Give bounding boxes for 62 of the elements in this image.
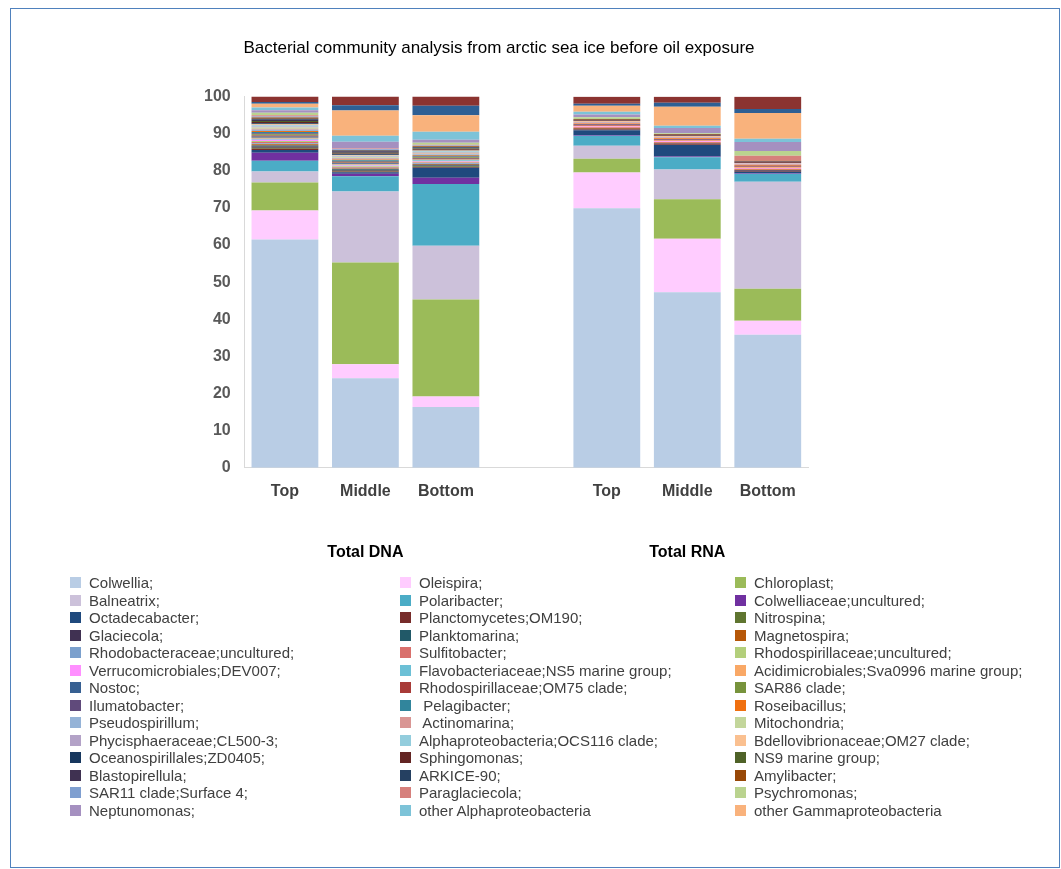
y-tick-label: 20 xyxy=(212,383,231,401)
y-tick-label: 10 xyxy=(212,421,231,439)
legend-label: Nostoc; xyxy=(89,679,140,697)
legend-label: Balneatrix; xyxy=(89,591,160,609)
legend-label: Paraglaciecola; xyxy=(419,784,522,802)
legend-label: Nitrospina; xyxy=(754,609,826,627)
y-tick-label: 50 xyxy=(212,272,231,290)
legend-label: other Alphaproteobacteria xyxy=(419,801,591,819)
legend-label: NS9 marine group; xyxy=(754,749,880,767)
x-tick-label: Top xyxy=(270,481,300,499)
legend-label: Flavobacteriaceae;NS5 marine group; xyxy=(419,661,672,679)
legend-label: Mitochondria; xyxy=(754,714,845,732)
x-tick-label: Middle xyxy=(661,481,713,499)
y-tick-label: 60 xyxy=(212,235,231,253)
y-tick-label: 80 xyxy=(212,161,231,179)
legend-label: SAR86 clade; xyxy=(754,679,846,697)
text: Total RNA xyxy=(649,543,726,561)
legend-label: Alphaproteobacteria;OCS116 clade; xyxy=(419,731,659,749)
legend-label: SAR11 clade;Surface 4; xyxy=(89,784,248,802)
legend-label: Amylibacter; xyxy=(754,766,837,784)
legend-label: Colwellia; xyxy=(89,574,154,592)
legend-label: Psychromonas; xyxy=(754,784,858,802)
legend-label: Neptunomonas; xyxy=(89,801,195,819)
y-tick-label: 0 xyxy=(221,458,231,476)
legend-label: Pseudospirillum; xyxy=(89,714,200,732)
legend-label: Magnetospira; xyxy=(754,626,850,644)
legend-label: Glaciecola; xyxy=(89,626,164,644)
y-tick-label: 90 xyxy=(212,123,231,141)
y-tick-label: 30 xyxy=(212,346,231,364)
legend-label: other Gammaproteobacteria xyxy=(754,801,942,819)
legend-label: Rhodospirillaceae;uncultured; xyxy=(754,644,952,662)
y-tick-label: 100 xyxy=(203,86,231,104)
legend-label: Oceanospirillales;ZD0405; xyxy=(89,749,265,767)
y-tick-label: 40 xyxy=(212,309,231,327)
text: Total DNA xyxy=(327,543,404,561)
legend-label: Rhodobacteraceae;uncultured; xyxy=(89,644,295,662)
legend-label: Blastopirellula; xyxy=(89,766,187,784)
legend-label: Polaribacter; xyxy=(419,591,504,609)
legend-label: Chloroplast; xyxy=(754,574,835,592)
legend-label: Phycisphaeraceae;CL500-3; xyxy=(89,731,279,749)
legend-label: Roseibacillus; xyxy=(754,696,847,714)
x-tick-label: Bottom xyxy=(417,481,474,499)
legend-label: Actinomarina; xyxy=(421,714,515,732)
legend-label: Acidimicrobiales;Sva0996 marine group; xyxy=(754,661,1023,679)
y-tick-label: 70 xyxy=(212,198,231,216)
legend-label: Ilumatobacter; xyxy=(89,696,185,714)
legend-label: Oleispira; xyxy=(419,574,483,592)
legend-label: Sulfitobacter; xyxy=(419,644,507,662)
x-tick-label: Top xyxy=(592,481,622,499)
legend-label: Verrucomicrobiales;DEV007; xyxy=(89,661,281,679)
x-tick-label: Middle xyxy=(340,481,391,499)
legend-label: Octadecabacter; xyxy=(89,609,200,627)
chart-title: Bacterial community analysis from arctic sea ice before oil exposure xyxy=(243,37,755,57)
x-tick-label: Bottom xyxy=(739,481,796,499)
legend-label: ARKICE-90; xyxy=(419,766,501,784)
legend-label: Pelagibacter; xyxy=(422,696,511,714)
legend-label: Bdellovibrionaceae;OM27 clade; xyxy=(754,731,970,749)
legend-label: Planktomarina; xyxy=(419,626,520,644)
legend-label: Planctomycetes;OM190; xyxy=(419,609,583,627)
legend-label: Colwelliaceae;uncultured; xyxy=(754,591,925,609)
legend-label: Sphingomonas; xyxy=(419,749,524,767)
legend-label: Rhodospirillaceae;OM75 clade; xyxy=(419,679,628,697)
